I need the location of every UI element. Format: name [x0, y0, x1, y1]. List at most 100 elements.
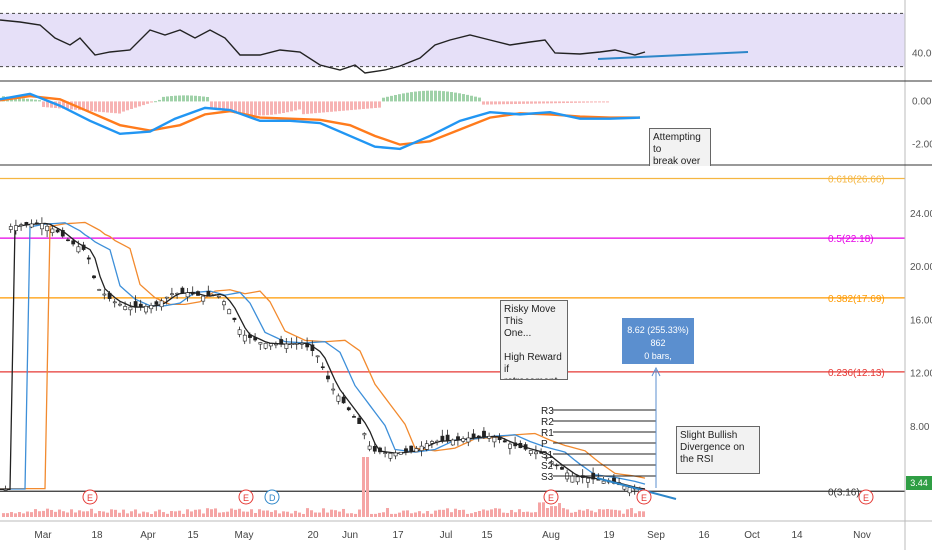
candle [164, 296, 169, 299]
macd-histogram-bar [286, 101, 289, 113]
volume-bar [426, 511, 429, 517]
volume-bar [546, 507, 549, 517]
candle [336, 395, 341, 402]
candle [60, 230, 65, 237]
volume-bar [498, 508, 501, 517]
candle [216, 295, 221, 298]
bullish-divergence-note[interactable]: Slight Bullish Divergence on the RSI [676, 426, 760, 474]
candle [341, 396, 346, 404]
macd-histogram-bar [302, 101, 305, 115]
macd-histogram-bar [398, 94, 401, 102]
event-marker-label: E [641, 493, 647, 503]
macd-histogram-bar [374, 101, 377, 108]
volume-bar [542, 502, 545, 517]
macd-histogram-bar [390, 95, 393, 102]
macd-histogram-bar [238, 101, 241, 114]
macd-histogram-bar [482, 101, 485, 105]
candle [300, 342, 304, 345]
macd-histogram-bar [186, 95, 189, 102]
volume-bar [502, 512, 505, 517]
candle [196, 291, 200, 296]
volume-bar [238, 508, 241, 517]
candle [539, 451, 544, 454]
macd-histogram-bar [162, 96, 165, 102]
pivot-label: S3 [541, 472, 554, 483]
macd-histogram-bar [438, 90, 441, 102]
macd-histogram-bar [514, 101, 517, 104]
macd-histogram-bar [202, 96, 205, 102]
macd-histogram-bar [94, 101, 97, 112]
candle [450, 439, 455, 446]
volume-bar [270, 511, 273, 517]
candle [378, 447, 382, 453]
volume-bar [442, 509, 445, 517]
macd-histogram-bar [262, 101, 265, 116]
macd-histogram-bar [38, 100, 41, 102]
volume-bar [182, 513, 185, 517]
candle [274, 343, 278, 346]
volume-bar [190, 511, 193, 517]
macd-histogram-bar [366, 101, 369, 109]
volume-bar [470, 513, 473, 517]
volume-bar [350, 513, 353, 517]
volume-bar [18, 512, 21, 517]
macd-histogram-bar [454, 92, 457, 102]
price-panel: 0.618(26.66) 0.5(22.18) 0.382(17.69) 0.236(… [0, 175, 932, 517]
measure-tool-box[interactable]: 8.62 (255.33%) 862 0 bars, [622, 318, 694, 364]
event-marker [858, 489, 874, 505]
volume-bar [306, 508, 309, 517]
volume-bar [70, 509, 73, 517]
macd-histogram-bar [562, 101, 565, 104]
volume-bar [58, 509, 61, 517]
macd-note[interactable]: Attempting to break over the baseline [649, 128, 711, 166]
volume-bar [602, 509, 605, 517]
candle [175, 292, 180, 295]
candle [112, 301, 117, 304]
candle [497, 436, 502, 441]
candle [367, 445, 372, 450]
macd-histogram-bar [430, 90, 433, 102]
macd-histogram-bar [210, 101, 213, 108]
volume-bar [410, 513, 413, 517]
candle [476, 435, 481, 438]
macd-histogram-bar [518, 101, 521, 104]
candle [461, 438, 466, 442]
macd-histogram-bar [486, 101, 489, 105]
candle [492, 437, 497, 443]
volume-bar [398, 512, 401, 517]
volume-bar [2, 513, 5, 517]
volume-bar [522, 511, 525, 517]
macd-histogram-bar [474, 96, 477, 102]
candle [310, 344, 315, 351]
volume-bar [330, 509, 333, 517]
candle [232, 317, 237, 320]
macd-histogram-bar [506, 101, 509, 105]
volume-bar [382, 512, 385, 517]
macd-histogram-bar [150, 101, 153, 103]
x-tick-label: Jun [342, 530, 358, 541]
macd-histogram-bar [42, 101, 45, 107]
event-marker-label: E [243, 493, 249, 503]
volume-bar [170, 511, 173, 517]
volume-bar [86, 511, 89, 517]
event-marker-label: E [863, 493, 869, 503]
candle [8, 226, 13, 230]
macd-histogram-bar [86, 101, 89, 111]
pivot-label: S2 [541, 461, 554, 472]
macd-histogram-bar [298, 101, 301, 110]
volume-bar [590, 510, 593, 517]
x-tick-label: 19 [603, 530, 615, 541]
macd-histogram-bar [230, 101, 233, 113]
macd-histogram-bar [370, 101, 373, 109]
candle [190, 291, 195, 295]
volume-bar [434, 510, 437, 517]
risky-move-note[interactable]: Risky Move This One... High Reward if re… [500, 300, 568, 380]
candle [331, 388, 336, 391]
candle [211, 293, 216, 296]
candle [513, 442, 518, 447]
volume-bar [438, 509, 441, 517]
volume-bar [606, 508, 609, 517]
volume-bar [622, 513, 625, 517]
macd-histogram-bar [538, 101, 541, 104]
measure-line-2: 0 bars, [644, 351, 672, 361]
